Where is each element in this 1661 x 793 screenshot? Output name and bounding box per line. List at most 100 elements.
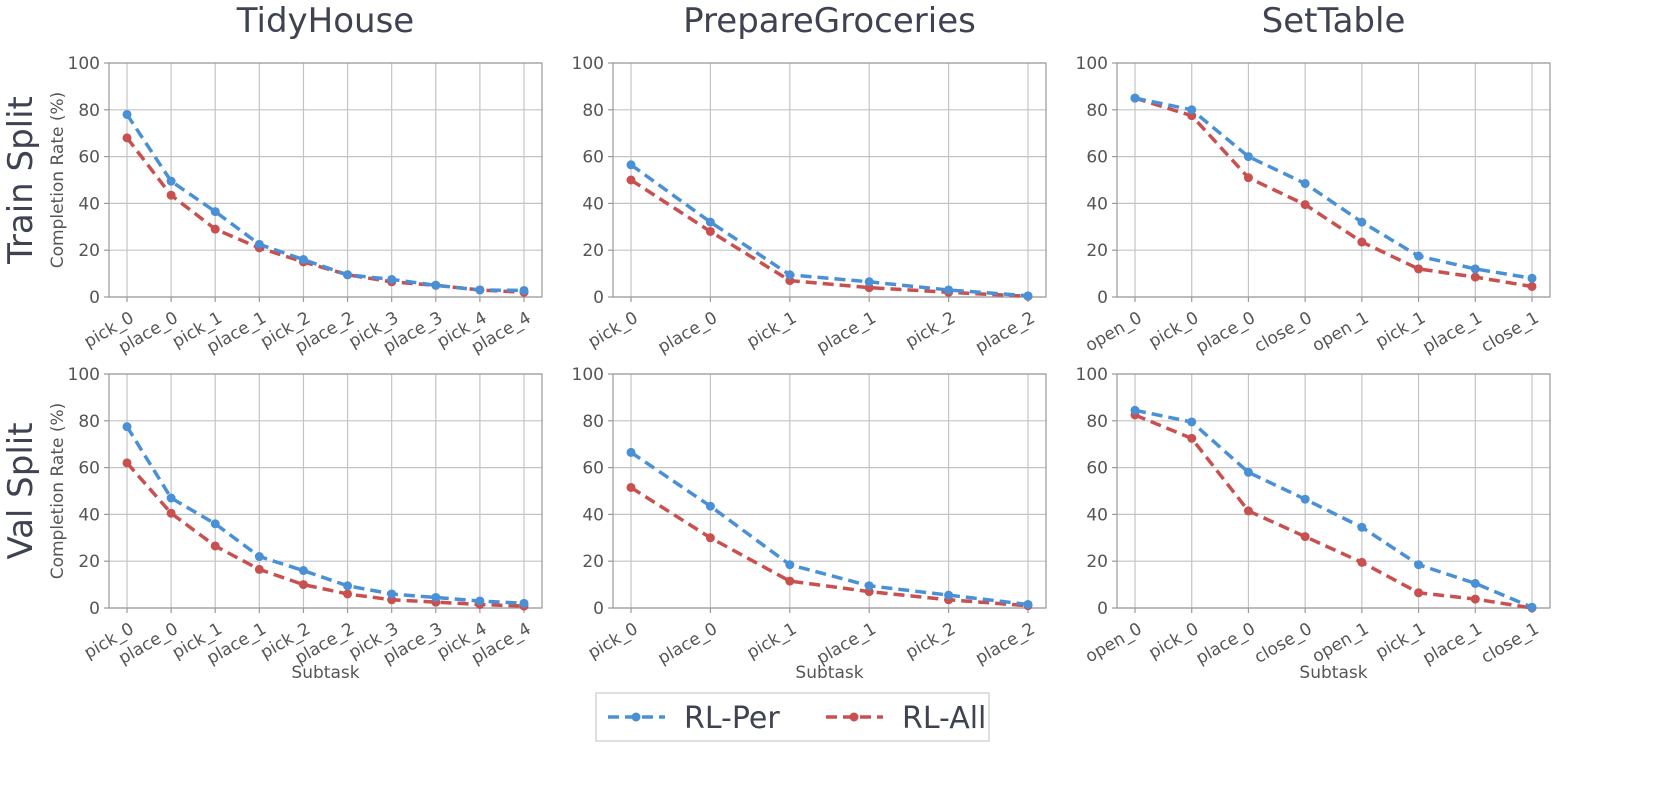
- data-point-rl-per: [210, 207, 220, 217]
- y-tick-label: 80: [78, 412, 100, 432]
- data-point-rl-per: [944, 285, 954, 295]
- plot-frame: [1116, 373, 1551, 609]
- y-tick-label: 80: [1086, 412, 1108, 432]
- data-point-rl-all: [626, 175, 636, 185]
- y-tick-label: 20: [582, 241, 604, 261]
- data-point-rl-per: [864, 277, 874, 287]
- data-point-rl-all: [1470, 594, 1480, 604]
- legend-item-rl-per: RL-Per: [608, 701, 780, 736]
- data-point-rl-all: [343, 589, 353, 599]
- x-tick-label: open_0: [1082, 308, 1145, 356]
- data-point-rl-all: [1187, 433, 1197, 443]
- data-point-rl-all: [1414, 264, 1424, 274]
- data-point-rl-all: [1300, 200, 1310, 210]
- series-line-rl-per: [125, 113, 525, 293]
- data-point-rl-per: [1130, 93, 1140, 103]
- x-tick-label: pick_0: [1145, 308, 1202, 352]
- series-line-rl-per: [125, 425, 525, 606]
- series-line-rl-all: [125, 461, 525, 608]
- y-tick-label: 40: [78, 194, 100, 214]
- data-point-rl-per: [1187, 105, 1197, 115]
- data-point-rl-per: [1470, 264, 1480, 274]
- y-tick-label: 100: [68, 365, 100, 385]
- y-tick-label: 100: [572, 54, 604, 74]
- row-label: Val Split: [1, 422, 41, 559]
- y-axis-label: Completion Rate (%): [48, 92, 68, 269]
- data-point-rl-per: [705, 501, 715, 511]
- data-point-rl-all: [705, 533, 715, 543]
- data-point-rl-per: [1243, 152, 1253, 162]
- y-tick-label: 0: [89, 288, 100, 308]
- series-line-rl-per: [630, 450, 1029, 607]
- data-point-rl-per: [944, 590, 954, 600]
- data-point-rl-per: [122, 109, 132, 119]
- data-point-rl-per: [1023, 291, 1033, 301]
- data-point-rl-all: [1243, 173, 1253, 183]
- data-point-rl-all: [210, 224, 220, 234]
- x-tick-label: place_0: [1193, 619, 1259, 669]
- series-line-rl-all: [630, 486, 1029, 608]
- data-point-rl-per: [431, 280, 441, 290]
- data-point-rl-per: [254, 552, 264, 562]
- y-tick-label: 20: [1086, 241, 1108, 261]
- data-point-rl-per: [626, 160, 636, 170]
- plot-frame: [108, 62, 543, 298]
- data-point-rl-per: [387, 274, 397, 284]
- data-point-rl-per: [343, 270, 353, 280]
- data-point-rl-per: [166, 493, 176, 503]
- x-tick-label: place_0: [655, 308, 721, 358]
- series-line-rl-all: [1134, 96, 1533, 289]
- x-tick-label: close_1: [1478, 619, 1543, 668]
- x-axis-label: Subtask: [795, 663, 863, 683]
- x-tick-label: close_0: [1251, 308, 1316, 357]
- y-tick-label: 0: [1097, 599, 1108, 619]
- plot-frame: [108, 373, 543, 609]
- data-point-rl-per: [254, 239, 264, 249]
- chart-title: TidyHouse: [236, 1, 414, 41]
- y-tick-label: 80: [1086, 101, 1108, 121]
- data-point-rl-all: [626, 482, 636, 492]
- y-tick-label: 60: [78, 459, 100, 479]
- y-tick-label: 20: [1086, 552, 1108, 572]
- data-point-rl-all: [705, 226, 715, 236]
- data-point-rl-per: [475, 285, 485, 295]
- y-tick-label: 100: [68, 54, 100, 74]
- x-tick-label: place_1: [813, 619, 879, 669]
- y-tick-label: 0: [593, 288, 604, 308]
- x-tick-label: place_1: [1419, 619, 1485, 669]
- data-point-rl-all: [1357, 557, 1367, 567]
- data-point-rl-all: [1300, 532, 1310, 542]
- chart-panel-5: 0 20 40 60 80 100 pick_0 place_0 pick_1 place_1 pi…: [572, 365, 1047, 683]
- data-point-rl-all: [785, 576, 795, 586]
- y-tick-label: 0: [1097, 288, 1108, 308]
- series-line-rl-per: [1134, 408, 1533, 609]
- data-point-rl-all: [254, 564, 264, 574]
- data-point-rl-all: [1414, 588, 1424, 598]
- x-tick-label: place_0: [655, 619, 721, 669]
- y-tick-label: 20: [582, 552, 604, 572]
- y-tick-label: 40: [78, 505, 100, 525]
- chart-panel-3: 0 20 40 60 80 100 open_0 pick_0place_0close_0op…: [1076, 1, 1551, 358]
- data-point-rl-per: [1187, 417, 1197, 427]
- y-tick-label: 60: [582, 459, 604, 479]
- data-point-rl-per: [626, 447, 636, 457]
- data-point-rl-per: [1243, 467, 1253, 477]
- chart-title: PrepareGroceries: [683, 1, 976, 41]
- data-point-rl-all: [210, 541, 220, 551]
- data-point-rl-per: [1527, 602, 1537, 612]
- plot-frame: [612, 373, 1047, 609]
- data-point-rl-per: [519, 598, 529, 608]
- data-point-rl-per: [519, 285, 529, 295]
- data-point-rl-per: [1300, 494, 1310, 504]
- plot-frame: [612, 62, 1047, 298]
- data-point-rl-per: [1414, 251, 1424, 261]
- data-point-rl-per: [298, 255, 308, 265]
- data-point-rl-per: [1357, 217, 1367, 227]
- y-tick-label: 0: [593, 599, 604, 619]
- data-point-rl-per: [785, 270, 795, 280]
- y-tick-label: 80: [582, 101, 604, 121]
- x-tick-label: open_1: [1309, 308, 1372, 356]
- y-tick-label: 80: [582, 412, 604, 432]
- y-tick-label: 40: [1086, 505, 1108, 525]
